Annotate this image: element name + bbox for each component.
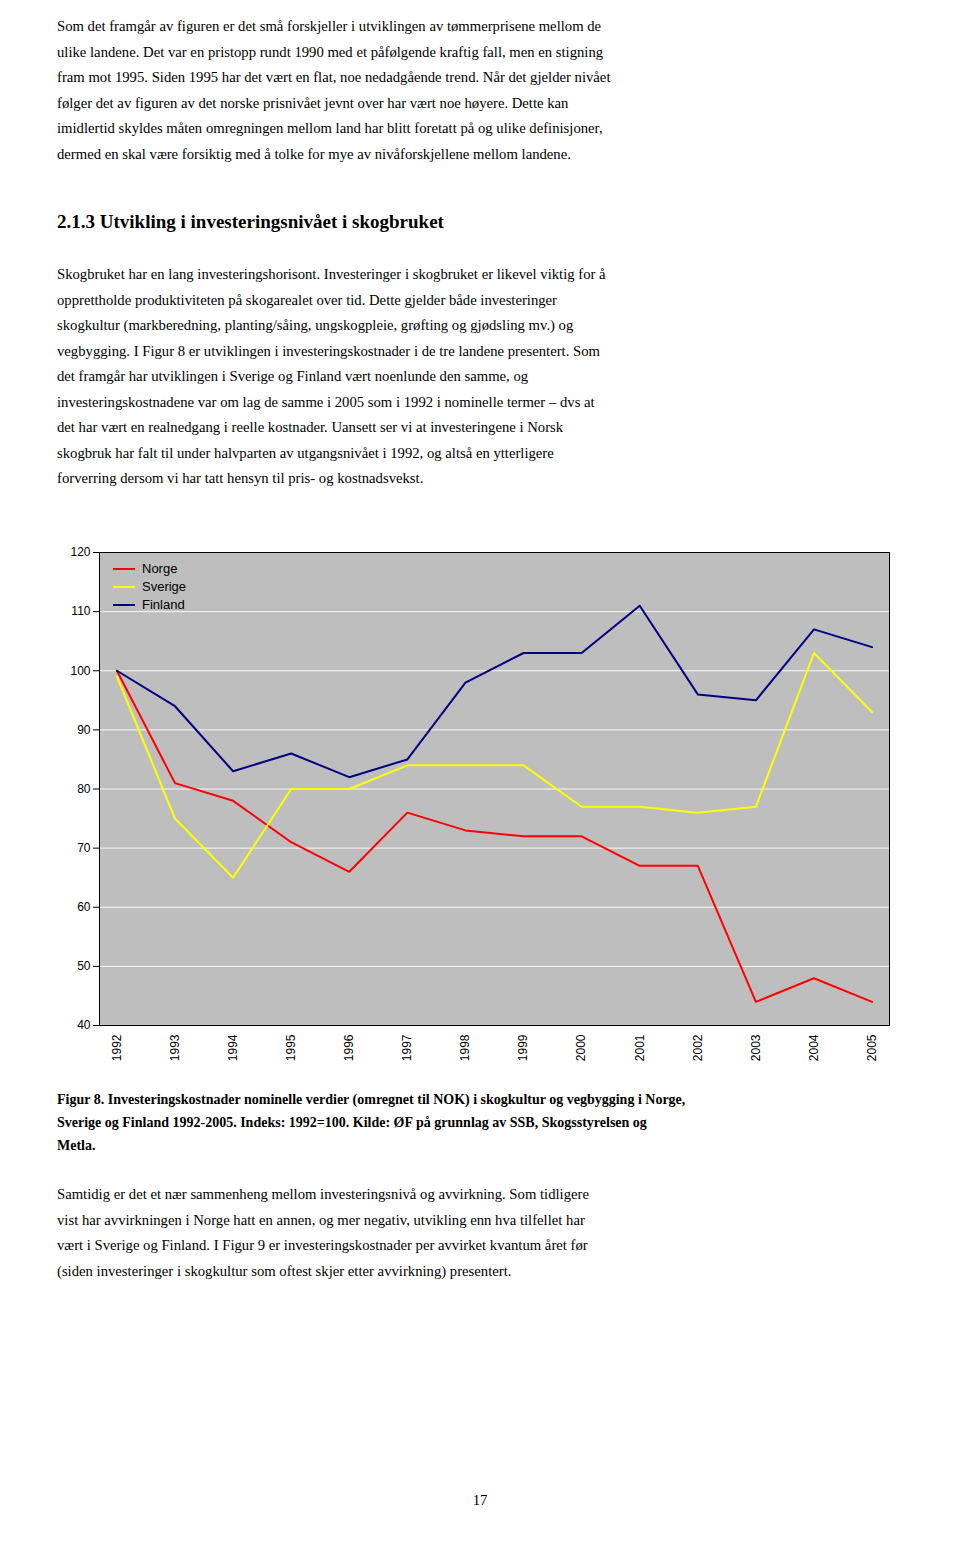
- svg-text:100: 100: [70, 664, 90, 678]
- svg-text:70: 70: [77, 841, 91, 855]
- html-text:skogkultur (markberedning, pla: skogkultur (markberedning, planting/såin…: [57, 317, 574, 333]
- html-text:Skogbruket har en lang investe: Skogbruket har en lang investeringshoris…: [57, 266, 606, 282]
- svg-text:120: 120: [70, 545, 90, 559]
- html-text:imidlertid skyldes måten omreg: imidlertid skyldes måten omregningen mel…: [57, 120, 603, 136]
- svg-text:110: 110: [71, 604, 90, 618]
- html-text:skogbruk har falt til under ha: skogbruk har falt til under halvparten a…: [57, 444, 554, 461]
- svg-text:1995: 1995: [284, 1034, 298, 1061]
- html-text:Finland: Finland: [142, 597, 185, 612]
- svg-text:1994: 1994: [226, 1034, 240, 1061]
- html-text:fram mot 1995. Siden 1995 har: fram mot 1995. Siden 1995 har det vært e…: [57, 69, 611, 85]
- svg-text:2003: 2003: [749, 1034, 763, 1061]
- html-text:Som det framgår av figuren er: Som det framgår av figuren er det små fo…: [57, 18, 602, 34]
- svg-text:2001: 2001: [633, 1034, 647, 1061]
- html-text:Sverige og Finland 1992-2005.: Sverige og Finland 1992-2005. Indeks: 19…: [57, 1115, 647, 1130]
- html-text:forverring dersom vi har tatt: forverring dersom vi har tatt hensyn til…: [57, 470, 424, 486]
- html-text:Samtidig er det et nær sammenh: Samtidig er det et nær sammenheng mellom…: [57, 1186, 589, 1202]
- html-text:(siden investeringer i skogkul: (siden investeringer i skogkultur som of…: [57, 1262, 512, 1279]
- html-text:opprettholde produktiviteten p: opprettholde produktiviteten på skogarea…: [57, 291, 557, 308]
- svg-text:2005: 2005: [865, 1034, 879, 1061]
- html-text:følger det av figuren av det n: følger det av figuren av det norske pris…: [57, 94, 569, 111]
- html-text:Metla.: Metla.: [57, 1138, 96, 1153]
- svg-text:90: 90: [77, 723, 91, 737]
- svg-text:2004: 2004: [807, 1034, 821, 1061]
- html-text:det framgår har utviklingen i: det framgår har utviklingen i Sverige og…: [57, 368, 529, 384]
- html-text:ulike landene. Det var en pris: ulike landene. Det var en pristopp rundt…: [57, 43, 604, 60]
- html-text:17: 17: [472, 1492, 488, 1508]
- html-text:investeringskostnadene var om: investeringskostnadene var om lag de sam…: [57, 393, 595, 410]
- svg-text:50: 50: [77, 959, 91, 973]
- html-text:vegbygging. I Figur 8 er utvik: vegbygging. I Figur 8 er utviklingen i i…: [57, 342, 600, 359]
- html-text:dermed en skal være forsiktig: dermed en skal være forsiktig med å tolk…: [57, 145, 571, 162]
- svg-text:2002: 2002: [691, 1034, 705, 1061]
- html-text:vært i Sverige og Finland. I F: vært i Sverige og Finland. I Figur 9 er …: [57, 1237, 588, 1253]
- svg-text:2000: 2000: [574, 1034, 588, 1061]
- html-text:2.1.3 Utvikling i investerings: 2.1.3 Utvikling i investeringsnivået i s…: [57, 211, 444, 232]
- html-text:Norge: Norge: [142, 561, 178, 576]
- html-text:Figur 8. Investeringskostnader: Figur 8. Investeringskostnader nominelle…: [57, 1092, 686, 1107]
- svg-text:1992: 1992: [110, 1034, 124, 1061]
- html-text:vist har avvirkningen i Norge: vist har avvirkningen i Norge hatt en an…: [57, 1211, 585, 1228]
- svg-text:1996: 1996: [342, 1034, 356, 1061]
- html-text:Sverige: Sverige: [142, 579, 187, 594]
- svg-text:80: 80: [77, 782, 91, 796]
- svg-text:1999: 1999: [516, 1034, 530, 1061]
- svg-text:1997: 1997: [400, 1034, 414, 1061]
- svg-text:40: 40: [77, 1018, 91, 1032]
- svg-text:60: 60: [77, 900, 91, 914]
- svg-text:1998: 1998: [458, 1034, 472, 1061]
- html-text:det har vært en realnedgang i: det har vært en realnedgang i reelle kos…: [57, 419, 564, 435]
- svg-text:1993: 1993: [168, 1034, 182, 1061]
